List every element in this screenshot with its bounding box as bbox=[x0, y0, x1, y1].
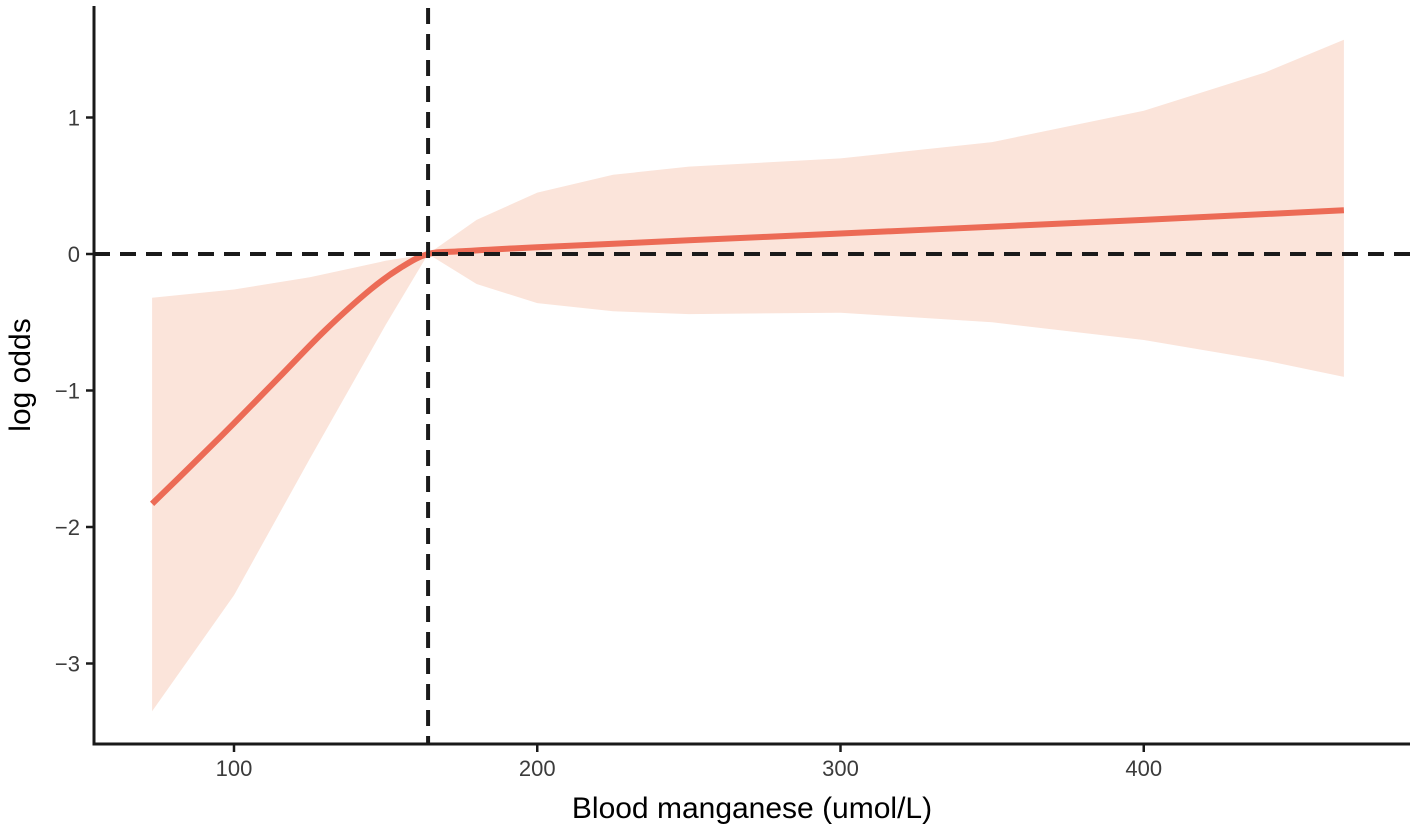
x-tick-label-300: 300 bbox=[822, 756, 859, 781]
y-tick-label-4: −3 bbox=[55, 652, 80, 677]
y-tick-label-0: 1 bbox=[68, 106, 80, 131]
y-axis-title: log odds bbox=[4, 318, 37, 431]
x-tick-label-200: 200 bbox=[519, 756, 556, 781]
series-line-0 bbox=[150, 207, 1345, 506]
confidence-band bbox=[152, 39, 1344, 712]
y-tick-label-2: −1 bbox=[55, 379, 80, 404]
y-tick-label-3: −2 bbox=[55, 515, 80, 540]
x-tick-label-400: 400 bbox=[1125, 756, 1162, 781]
y-tick-label-1: 0 bbox=[68, 242, 80, 267]
x-axis-title: Blood manganese (umol/L) bbox=[572, 792, 932, 825]
x-tick-label-100: 100 bbox=[216, 756, 253, 781]
